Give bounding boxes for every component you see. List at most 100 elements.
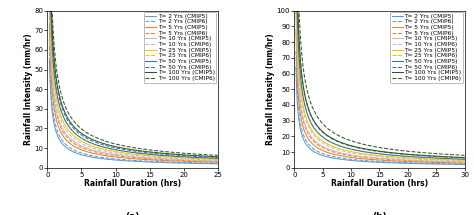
T= 5 Yrs (CMIP5) xyxy=(154,159,159,161)
Line: T= 50 Yrs (CMIP6): T= 50 Yrs (CMIP6) xyxy=(296,11,465,158)
T= 50 Yrs (CMIP5) xyxy=(46,9,52,12)
T= 5 Yrs (CMIP6) xyxy=(303,129,309,131)
T= 10 Yrs (CMIP5) xyxy=(421,159,427,162)
T= 25 Yrs (CMIP5) xyxy=(191,157,197,160)
T= 5 Yrs (CMIP5) xyxy=(391,160,397,162)
Line: T= 50 Yrs (CMIP6): T= 50 Yrs (CMIP6) xyxy=(49,11,218,157)
T= 10 Yrs (CMIP6) xyxy=(293,9,299,12)
T= 5 Yrs (CMIP6) xyxy=(462,161,467,164)
T= 5 Yrs (CMIP6) xyxy=(144,157,150,160)
T= 100 Yrs (CMIP6) xyxy=(149,149,155,151)
T= 2 Yrs (CMIP6) xyxy=(293,50,299,53)
Line: T= 2 Yrs (CMIP6): T= 2 Yrs (CMIP6) xyxy=(296,52,465,164)
T= 50 Yrs (CMIP5) xyxy=(191,156,197,159)
T= 5 Yrs (CMIP5) xyxy=(438,161,444,164)
T= 25 Yrs (CMIP5) xyxy=(401,156,406,159)
T= 5 Yrs (CMIP5) xyxy=(215,161,220,164)
T= 10 Yrs (CMIP5) xyxy=(395,158,401,161)
T= 100 Yrs (CMIP5) xyxy=(293,9,299,12)
T= 10 Yrs (CMIP5) xyxy=(215,160,220,162)
T= 2 Yrs (CMIP6) xyxy=(215,162,220,165)
T= 100 Yrs (CMIP6) xyxy=(438,153,444,155)
T= 10 Yrs (CMIP6) xyxy=(401,157,406,160)
T= 50 Yrs (CMIP6) xyxy=(46,9,52,12)
T= 10 Yrs (CMIP6) xyxy=(154,156,159,159)
T= 100 Yrs (CMIP6) xyxy=(191,153,197,155)
T= 5 Yrs (CMIP6) xyxy=(191,160,197,162)
T= 50 Yrs (CMIP6) xyxy=(174,154,180,157)
T= 100 Yrs (CMIP5) xyxy=(421,154,427,157)
T= 50 Yrs (CMIP5) xyxy=(174,155,180,158)
T= 25 Yrs (CMIP5) xyxy=(438,158,444,161)
T= 5 Yrs (CMIP5) xyxy=(191,160,197,163)
Line: T= 5 Yrs (CMIP5): T= 5 Yrs (CMIP5) xyxy=(49,24,218,162)
T= 10 Yrs (CMIP5) xyxy=(144,157,150,159)
T= 2 Yrs (CMIP6) xyxy=(462,163,467,165)
T= 2 Yrs (CMIP6) xyxy=(149,160,155,163)
T= 2 Yrs (CMIP6) xyxy=(191,161,197,164)
Line: T= 2 Yrs (CMIP5): T= 2 Yrs (CMIP5) xyxy=(49,61,218,164)
Line: T= 2 Yrs (CMIP6): T= 2 Yrs (CMIP6) xyxy=(49,47,218,163)
T= 2 Yrs (CMIP5) xyxy=(293,66,299,68)
T= 100 Yrs (CMIP6) xyxy=(462,154,467,157)
Line: T= 100 Yrs (CMIP6): T= 100 Yrs (CMIP6) xyxy=(296,11,465,155)
T= 50 Yrs (CMIP6) xyxy=(303,101,309,103)
T= 5 Yrs (CMIP5) xyxy=(401,160,406,163)
T= 50 Yrs (CMIP5) xyxy=(391,154,397,157)
T= 50 Yrs (CMIP5) xyxy=(215,157,220,160)
T= 25 Yrs (CMIP5) xyxy=(215,158,220,161)
T= 100 Yrs (CMIP5) xyxy=(391,152,397,154)
T= 50 Yrs (CMIP6) xyxy=(421,155,427,157)
T= 100 Yrs (CMIP6) xyxy=(46,9,52,12)
T= 5 Yrs (CMIP5) xyxy=(149,159,155,161)
Line: T= 50 Yrs (CMIP5): T= 50 Yrs (CMIP5) xyxy=(49,11,218,158)
T= 10 Yrs (CMIP5) xyxy=(401,158,406,161)
T= 2 Yrs (CMIP6) xyxy=(46,45,52,48)
T= 50 Yrs (CMIP5) xyxy=(57,105,63,108)
T= 10 Yrs (CMIP5) xyxy=(191,159,197,161)
Line: T= 2 Yrs (CMIP5): T= 2 Yrs (CMIP5) xyxy=(296,67,465,164)
T= 25 Yrs (CMIP5) xyxy=(154,155,159,158)
T= 5 Yrs (CMIP5) xyxy=(293,29,299,31)
T= 25 Yrs (CMIP5) xyxy=(293,9,299,12)
Line: T= 100 Yrs (CMIP5): T= 100 Yrs (CMIP5) xyxy=(49,11,218,157)
T= 25 Yrs (CMIP6) xyxy=(391,154,397,157)
T= 10 Yrs (CMIP6) xyxy=(462,160,467,162)
T= 5 Yrs (CMIP5) xyxy=(57,129,63,131)
T= 100 Yrs (CMIP5) xyxy=(57,96,63,98)
T= 25 Yrs (CMIP5) xyxy=(57,112,63,114)
T= 25 Yrs (CMIP5) xyxy=(391,156,397,158)
T= 50 Yrs (CMIP6) xyxy=(191,155,197,158)
T= 2 Yrs (CMIP5) xyxy=(46,60,52,63)
T= 5 Yrs (CMIP6) xyxy=(174,159,180,161)
T= 2 Yrs (CMIP6) xyxy=(438,162,444,165)
T= 50 Yrs (CMIP5) xyxy=(144,153,150,155)
T= 5 Yrs (CMIP5) xyxy=(395,160,401,162)
T= 25 Yrs (CMIP5) xyxy=(46,9,52,12)
T= 50 Yrs (CMIP5) xyxy=(154,154,159,156)
T= 25 Yrs (CMIP6) xyxy=(191,156,197,159)
X-axis label: Rainfall Duration (hrs): Rainfall Duration (hrs) xyxy=(331,179,428,188)
T= 25 Yrs (CMIP5) xyxy=(174,156,180,159)
T= 10 Yrs (CMIP6) xyxy=(438,159,444,161)
T= 2 Yrs (CMIP5) xyxy=(421,163,427,165)
T= 25 Yrs (CMIP6) xyxy=(401,155,406,157)
T= 100 Yrs (CMIP6) xyxy=(293,9,299,12)
T= 50 Yrs (CMIP6) xyxy=(395,152,401,155)
T= 10 Yrs (CMIP6) xyxy=(215,159,220,161)
T= 2 Yrs (CMIP6) xyxy=(401,161,406,164)
T= 25 Yrs (CMIP6) xyxy=(303,109,309,111)
T= 100 Yrs (CMIP6) xyxy=(144,148,150,151)
T= 10 Yrs (CMIP5) xyxy=(149,157,155,159)
T= 25 Yrs (CMIP6) xyxy=(438,157,444,160)
Line: T= 5 Yrs (CMIP6): T= 5 Yrs (CMIP6) xyxy=(49,11,218,161)
T= 25 Yrs (CMIP5) xyxy=(395,156,401,158)
Line: T= 25 Yrs (CMIP5): T= 25 Yrs (CMIP5) xyxy=(49,11,218,159)
Line: T= 100 Yrs (CMIP5): T= 100 Yrs (CMIP5) xyxy=(296,11,465,158)
T= 5 Yrs (CMIP6) xyxy=(215,160,220,163)
T= 50 Yrs (CMIP5) xyxy=(395,154,401,157)
T= 2 Yrs (CMIP6) xyxy=(391,161,397,163)
T= 100 Yrs (CMIP5) xyxy=(174,153,180,156)
T= 50 Yrs (CMIP5) xyxy=(421,156,427,159)
T= 25 Yrs (CMIP5) xyxy=(149,155,155,157)
